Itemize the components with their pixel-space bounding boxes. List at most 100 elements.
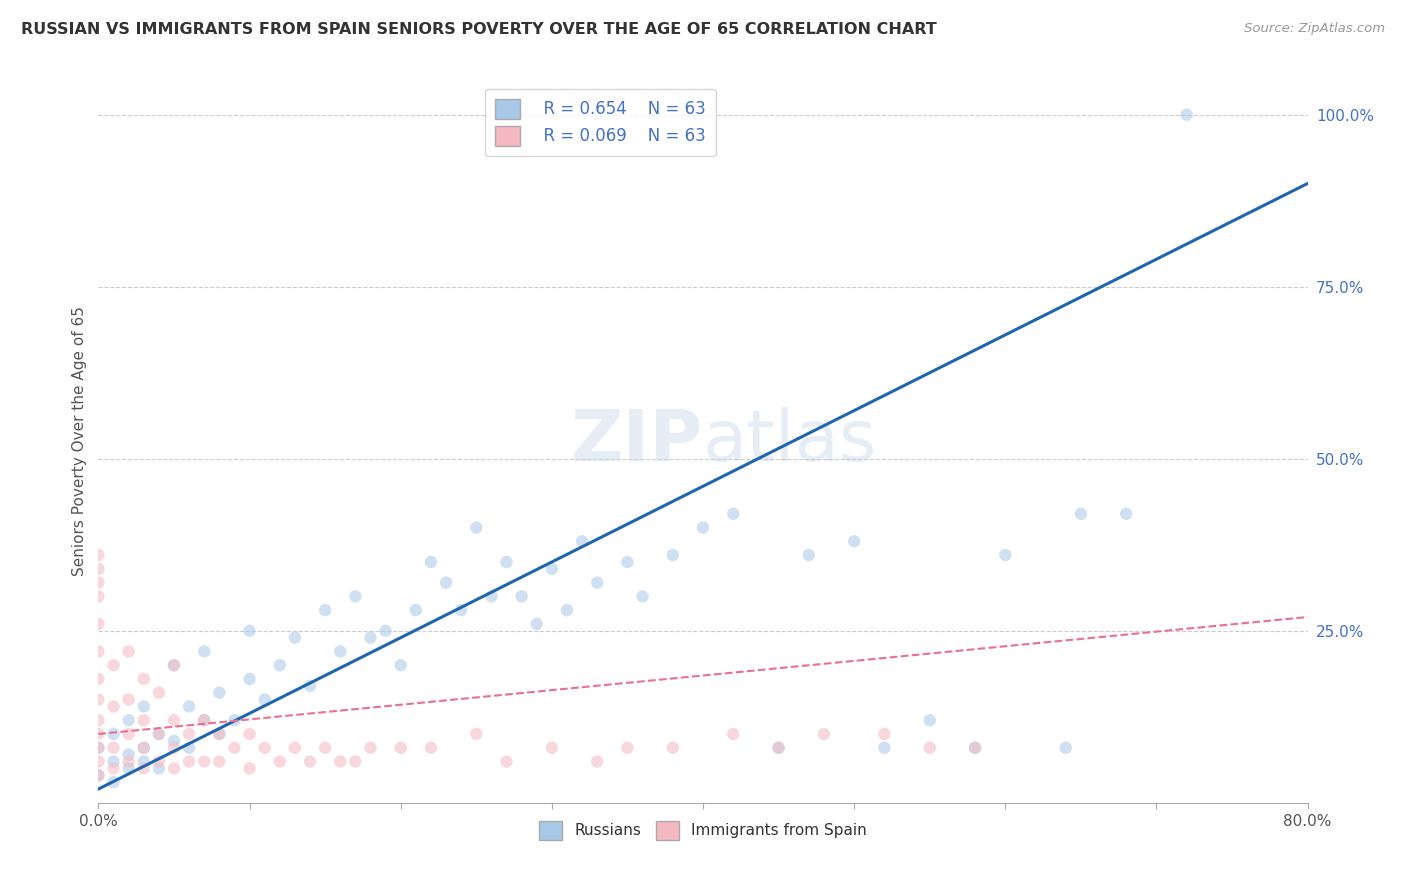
Point bbox=[179, 740, 201, 755]
Point bbox=[465, 520, 488, 534]
Point bbox=[239, 672, 262, 686]
Point bbox=[118, 644, 141, 658]
Point bbox=[844, 534, 866, 549]
Point bbox=[87, 575, 110, 590]
Point bbox=[768, 740, 790, 755]
Point bbox=[284, 740, 307, 755]
Point bbox=[148, 761, 170, 775]
Point bbox=[329, 755, 352, 769]
Y-axis label: Seniors Poverty Over the Age of 65: Seniors Poverty Over the Age of 65 bbox=[72, 307, 87, 576]
Point bbox=[420, 555, 443, 569]
Point bbox=[918, 740, 941, 755]
Point bbox=[405, 603, 427, 617]
Point bbox=[87, 644, 110, 658]
Point bbox=[616, 555, 638, 569]
Point bbox=[965, 740, 987, 755]
Point bbox=[179, 699, 201, 714]
Point bbox=[118, 755, 141, 769]
Point bbox=[873, 727, 896, 741]
Point bbox=[299, 755, 322, 769]
Point bbox=[87, 548, 110, 562]
Point bbox=[813, 727, 835, 741]
Point bbox=[495, 555, 517, 569]
Point bbox=[87, 672, 110, 686]
Text: atlas: atlas bbox=[703, 407, 877, 476]
Point bbox=[918, 713, 941, 727]
Point bbox=[87, 740, 110, 755]
Point bbox=[389, 658, 412, 673]
Point bbox=[87, 768, 110, 782]
Point bbox=[434, 575, 457, 590]
Legend: Russians, Immigrants from Spain: Russians, Immigrants from Spain bbox=[533, 815, 873, 846]
Text: ZIP: ZIP bbox=[571, 407, 703, 476]
Point bbox=[526, 616, 548, 631]
Point bbox=[571, 534, 593, 549]
Point bbox=[420, 740, 443, 755]
Point bbox=[132, 755, 155, 769]
Text: RUSSIAN VS IMMIGRANTS FROM SPAIN SENIORS POVERTY OVER THE AGE OF 65 CORRELATION : RUSSIAN VS IMMIGRANTS FROM SPAIN SENIORS… bbox=[21, 22, 936, 37]
Point bbox=[1070, 507, 1092, 521]
Point bbox=[510, 590, 533, 604]
Point bbox=[163, 658, 186, 673]
Point bbox=[450, 603, 472, 617]
Text: Source: ZipAtlas.com: Source: ZipAtlas.com bbox=[1244, 22, 1385, 36]
Point bbox=[118, 692, 141, 706]
Point bbox=[179, 727, 201, 741]
Point bbox=[208, 686, 231, 700]
Point bbox=[344, 590, 367, 604]
Point bbox=[132, 740, 155, 755]
Point bbox=[1054, 740, 1077, 755]
Point bbox=[253, 740, 276, 755]
Point bbox=[555, 603, 578, 617]
Point bbox=[481, 590, 503, 604]
Point bbox=[118, 713, 141, 727]
Point bbox=[1175, 108, 1198, 122]
Point bbox=[132, 699, 155, 714]
Point bbox=[495, 755, 517, 769]
Point bbox=[329, 644, 352, 658]
Point bbox=[87, 562, 110, 576]
Point bbox=[103, 658, 125, 673]
Point bbox=[87, 755, 110, 769]
Point bbox=[239, 761, 262, 775]
Point bbox=[692, 520, 714, 534]
Point bbox=[148, 686, 170, 700]
Point bbox=[631, 590, 654, 604]
Point bbox=[148, 755, 170, 769]
Point bbox=[87, 713, 110, 727]
Point bbox=[87, 740, 110, 755]
Point bbox=[661, 548, 683, 562]
Point bbox=[239, 727, 262, 741]
Point bbox=[465, 727, 488, 741]
Point bbox=[224, 740, 246, 755]
Point bbox=[1115, 507, 1137, 521]
Point bbox=[314, 603, 336, 617]
Point bbox=[193, 644, 215, 658]
Point bbox=[389, 740, 412, 755]
Point bbox=[965, 740, 987, 755]
Point bbox=[586, 755, 609, 769]
Point bbox=[193, 713, 215, 727]
Point bbox=[193, 713, 215, 727]
Point bbox=[132, 761, 155, 775]
Point bbox=[87, 727, 110, 741]
Point bbox=[299, 679, 322, 693]
Point bbox=[118, 727, 141, 741]
Point bbox=[768, 740, 790, 755]
Point bbox=[163, 734, 186, 748]
Point bbox=[208, 727, 231, 741]
Point bbox=[103, 740, 125, 755]
Point bbox=[103, 699, 125, 714]
Point bbox=[239, 624, 262, 638]
Point bbox=[253, 692, 276, 706]
Point bbox=[193, 755, 215, 769]
Point bbox=[224, 713, 246, 727]
Point bbox=[163, 761, 186, 775]
Point bbox=[103, 727, 125, 741]
Point bbox=[87, 768, 110, 782]
Point bbox=[284, 631, 307, 645]
Point bbox=[87, 616, 110, 631]
Point bbox=[87, 692, 110, 706]
Point bbox=[118, 747, 141, 762]
Point bbox=[163, 713, 186, 727]
